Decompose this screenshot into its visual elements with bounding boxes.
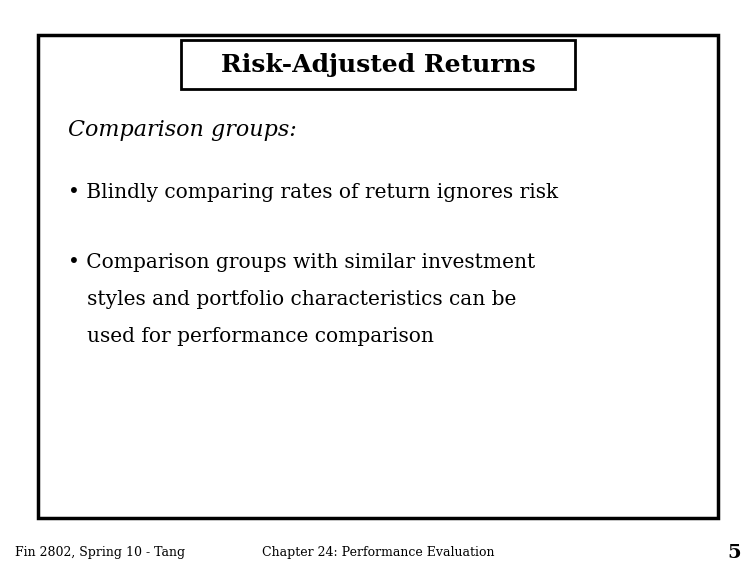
Text: Fin 2802, Spring 10 - Tang: Fin 2802, Spring 10 - Tang <box>15 547 185 559</box>
Text: 5: 5 <box>727 544 741 562</box>
Text: used for performance comparison: used for performance comparison <box>68 328 434 346</box>
Text: • Comparison groups with similar investment: • Comparison groups with similar investm… <box>68 253 535 271</box>
Text: Risk-Adjusted Returns: Risk-Adjusted Returns <box>221 52 535 77</box>
Text: • Blindly comparing rates of return ignores risk: • Blindly comparing rates of return igno… <box>68 184 558 202</box>
FancyBboxPatch shape <box>38 35 718 518</box>
Text: Comparison groups:: Comparison groups: <box>68 119 297 141</box>
Text: Chapter 24: Performance Evaluation: Chapter 24: Performance Evaluation <box>262 547 494 559</box>
Text: styles and portfolio characteristics can be: styles and portfolio characteristics can… <box>68 290 516 309</box>
FancyBboxPatch shape <box>181 40 575 89</box>
